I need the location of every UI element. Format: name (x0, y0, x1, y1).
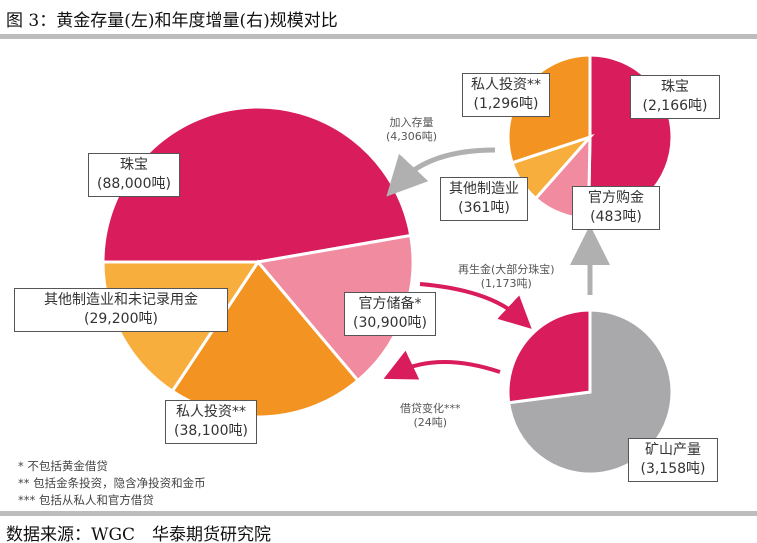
label-annual-jewelry: 珠宝 (2,166吨) (630, 75, 720, 119)
label-text: 珠宝 (661, 79, 689, 95)
label-mine-production: 矿山产量 (3,158吨) (628, 438, 718, 482)
lending-arrow (383, 350, 501, 380)
label-value: (483吨) (590, 209, 642, 225)
label-stock-official: 官方储备* (30,900吨) (344, 292, 436, 336)
lending-value: (24吨) (413, 416, 448, 429)
label-text: 其他制造业 (449, 181, 519, 197)
label-annual-official: 官方购金 (483吨) (572, 186, 660, 230)
label-text: 矿山产量 (645, 442, 701, 458)
label-stock-private: 私人投资** (38,100吨) (165, 400, 257, 444)
pie-slice-1 (506, 308, 592, 405)
label-text: 其他制造业和未记录用金 (44, 292, 198, 308)
label-text: 珠宝 (120, 157, 148, 173)
top-divider (0, 34, 757, 39)
bottom-divider (0, 511, 757, 516)
recycled-label: 再生金(大部分珠宝) (1,173吨) (458, 263, 555, 291)
annual-supply-pie (506, 308, 674, 476)
figure-title: 图 3：黄金存量(左)和年度增量(右)规模对比 (6, 11, 338, 31)
label-annual-other: 其他制造业 (361吨) (440, 177, 528, 221)
add-stock-label: 加入存量 (4,306吨) (386, 116, 437, 144)
label-text: 私人投资** (471, 77, 541, 93)
lending-text: 借贷变化*** (400, 402, 461, 415)
label-stock-jewelry: 珠宝 (88,000吨) (88, 153, 180, 197)
label-text: 官方购金 (588, 190, 644, 206)
add-stock-value: (4,306吨) (386, 130, 438, 143)
label-annual-private: 私人投资** (1,296吨) (462, 73, 550, 117)
recycled-value: (1,173吨) (480, 277, 532, 290)
label-value: (88,000吨) (97, 176, 171, 192)
label-text: 私人投资** (176, 404, 246, 420)
label-value: (29,200吨) (84, 311, 158, 327)
label-value: (38,100吨) (174, 423, 248, 439)
footnotes: * 不包括黄金借贷 ** 包括金条投资，隐含净投资和金币 *** 包括从私人和官… (18, 458, 206, 509)
label-value: (3,158吨) (640, 461, 706, 477)
label-value: (1,296吨) (473, 96, 539, 112)
footnote: ** 包括金条投资，隐含净投资和金币 (18, 476, 206, 490)
lending-label: 借贷变化*** (24吨) (400, 402, 461, 430)
label-value: (2,166吨) (642, 98, 708, 114)
recycled-text: 再生金(大部分珠宝) (458, 263, 555, 276)
label-stock-other: 其他制造业和未记录用金 (29,200吨) (14, 288, 228, 332)
footnote: * 不包括黄金借贷 (18, 459, 108, 473)
footnote: *** 包括从私人和官方借贷 (18, 493, 154, 507)
add-stock-arrow (386, 147, 496, 197)
add-stock-text: 加入存量 (389, 116, 434, 129)
recycled-arrow (419, 282, 532, 329)
label-value: (361吨) (458, 200, 510, 216)
source-note: 数据来源：WGC 华泰期货研究院 (6, 525, 272, 543)
label-text: 官方储备* (358, 296, 422, 312)
label-value: (30,900吨) (353, 315, 427, 331)
